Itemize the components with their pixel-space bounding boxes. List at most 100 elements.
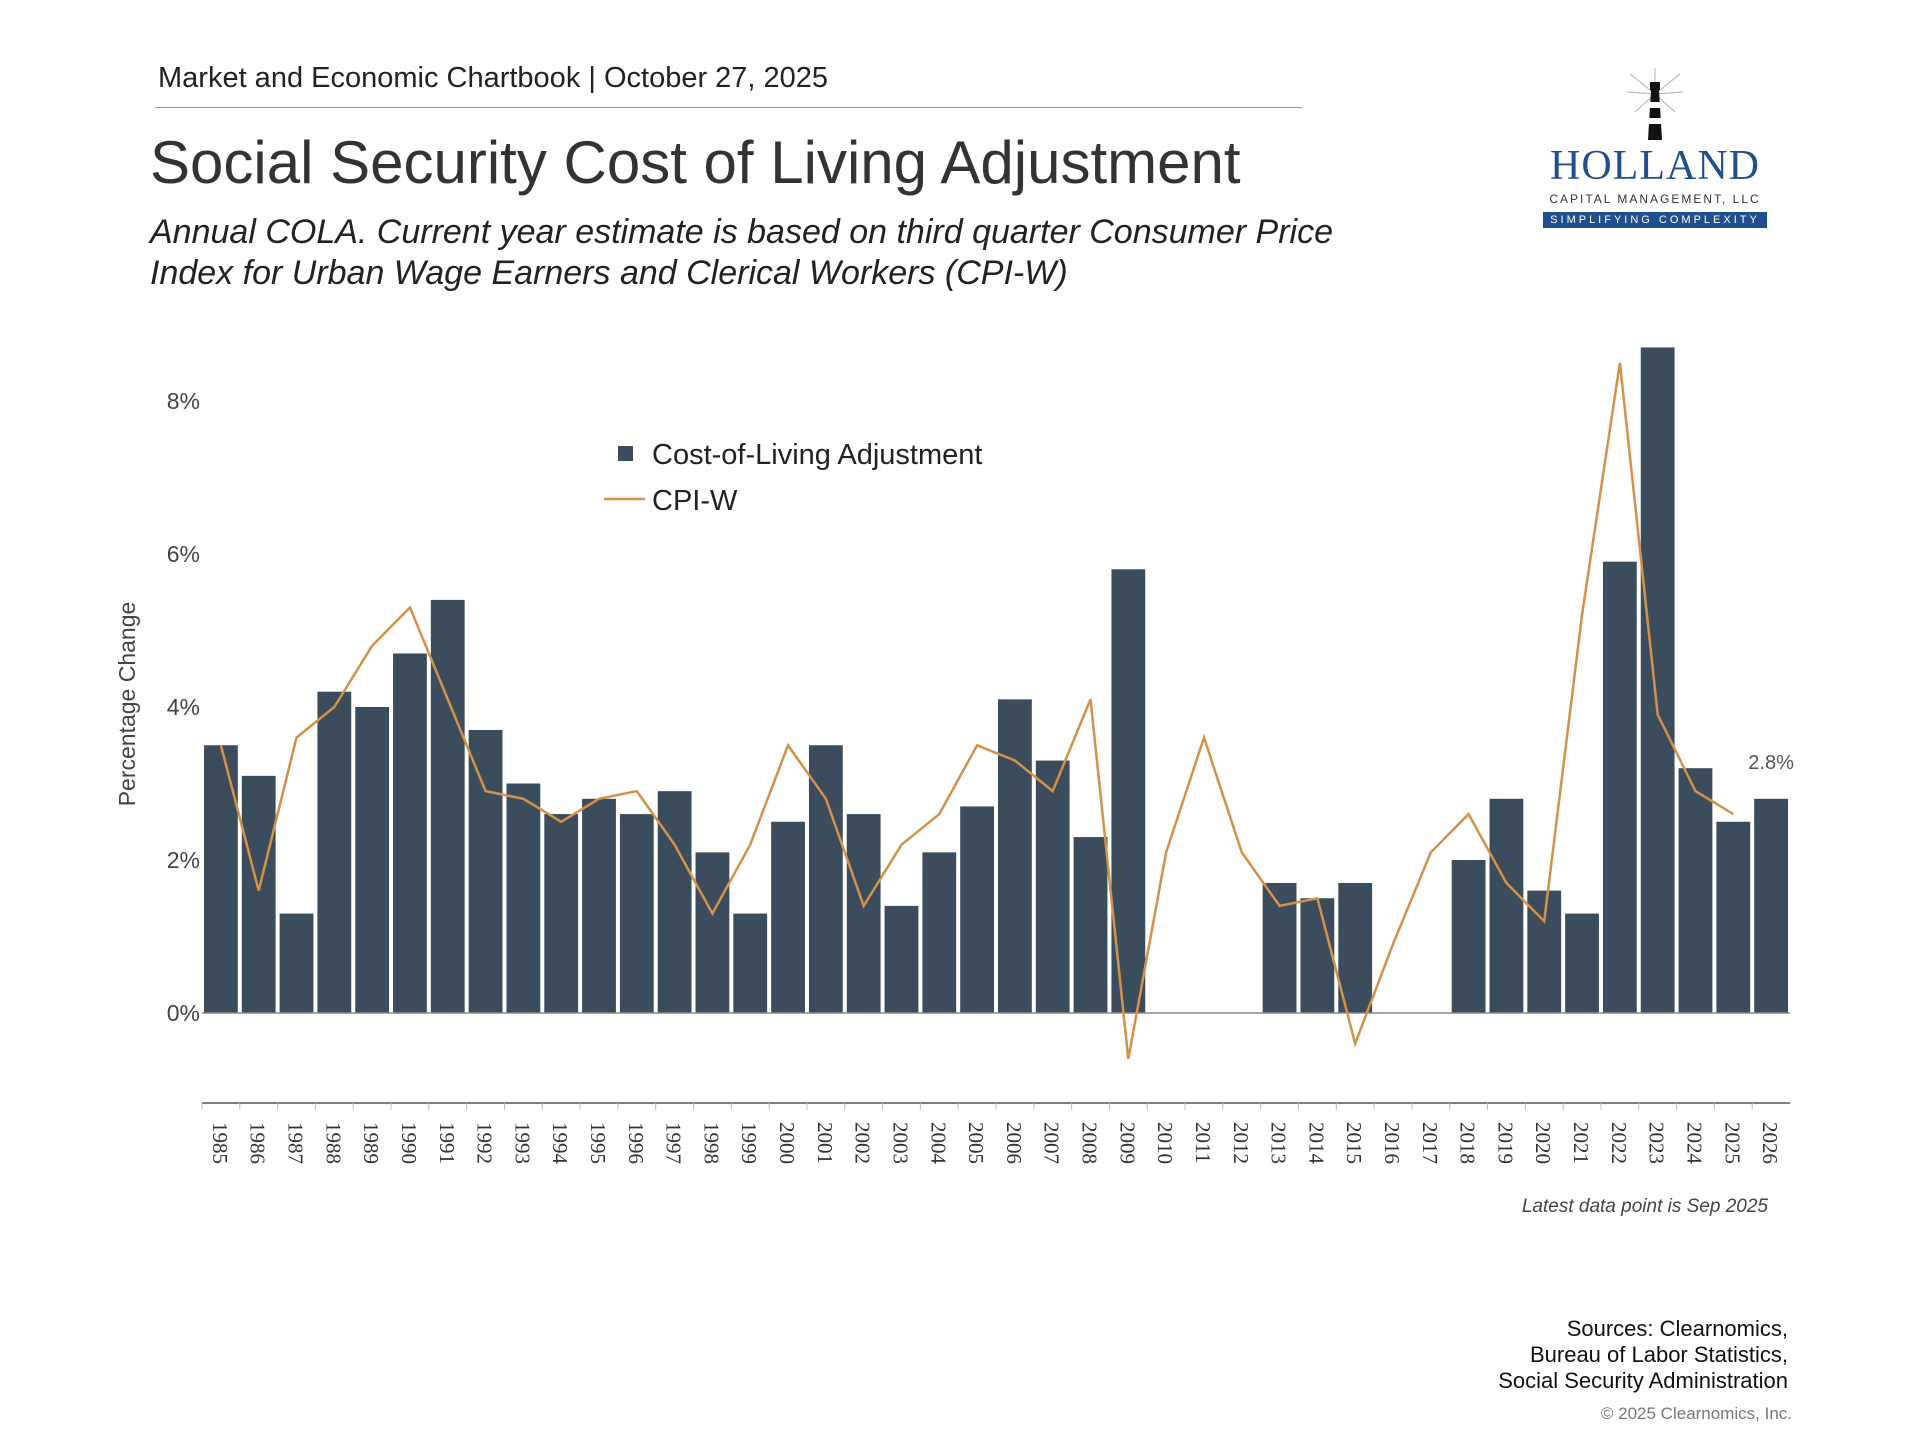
bar-1988 (317, 691, 352, 1013)
bar-2006 (998, 699, 1032, 1013)
bar-2001 (808, 745, 843, 1013)
x-tick-label: 2006 (1002, 1122, 1026, 1164)
sources: Sources: Clearnomics, Bureau of Labor St… (1498, 1316, 1788, 1394)
source-line: Social Security Administration (1498, 1368, 1788, 1393)
logo-name: HOLLAND (1550, 143, 1760, 189)
bar-2002 (846, 814, 881, 1013)
chartbook-header: Market and Economic Chartbook | October … (158, 62, 829, 94)
bar-1997 (657, 791, 692, 1013)
x-tick-label: 1992 (473, 1122, 497, 1164)
bar-1992 (468, 729, 503, 1013)
x-tick-label: 2000 (775, 1122, 799, 1164)
x-tick-label: 2025 (1720, 1122, 1744, 1164)
logo-tagline: SIMPLIFYING COMPLEXITY (1543, 212, 1767, 228)
bar-1998 (695, 852, 730, 1013)
holland-logo: HOLLAND CAPITAL MANAGEMENT, LLC SIMPLIFY… (1535, 64, 1775, 240)
x-tick-label: 2017 (1418, 1122, 1442, 1164)
x-tick-label: 1993 (510, 1122, 534, 1164)
bar-2014 (1300, 898, 1335, 1013)
x-tick-label: 1997 (662, 1122, 686, 1164)
x-tick-label: 2021 (1569, 1122, 1593, 1164)
x-tick-label: 2018 (1456, 1122, 1480, 1164)
bar-2021 (1565, 913, 1599, 1013)
x-tick-label: 1987 (284, 1122, 308, 1164)
bar-2023 (1640, 347, 1675, 1013)
x-tick-label: 1995 (586, 1122, 610, 1164)
bar-2003 (884, 905, 919, 1013)
bar-1985 (204, 745, 238, 1013)
bar-2007 (1035, 760, 1070, 1013)
y-axis-label: Percentage Change (114, 602, 140, 807)
source-line: Sources: Clearnomics, (1566, 1316, 1788, 1341)
logo-caption: CAPITAL MANAGEMENT, LLC (1549, 192, 1761, 206)
bar-1986 (241, 775, 276, 1013)
x-tick-label: 2026 (1758, 1122, 1782, 1164)
legend-swatch-cola (618, 446, 633, 461)
bar-1999 (733, 913, 768, 1013)
x-tick-label: 2002 (851, 1122, 875, 1164)
bar-1991 (430, 599, 465, 1013)
bar-2026 (1754, 798, 1788, 1013)
bar-2024 (1678, 768, 1713, 1013)
bar-1989 (355, 707, 390, 1013)
x-tick-label: 1988 (321, 1122, 345, 1164)
bar-2009 (1111, 569, 1146, 1013)
x-tick-label: 2004 (926, 1122, 950, 1165)
y-tick-label: 0% (167, 1000, 200, 1026)
x-tick-label: 2019 (1493, 1122, 1517, 1164)
bar-2005 (960, 806, 994, 1013)
x-tick-label: 2003 (888, 1122, 912, 1164)
bar-1990 (393, 653, 427, 1013)
legend-label-cola: Cost-of-Living Adjustment (652, 439, 982, 471)
bar-1987 (279, 913, 314, 1013)
bar-1995 (582, 798, 616, 1013)
x-tick-label: 2013 (1267, 1122, 1291, 1164)
x-tick-label: 1996 (624, 1122, 648, 1164)
legend-label-cpiw: CPI-W (652, 485, 738, 517)
bar-2000 (771, 821, 805, 1013)
y-tick-label: 4% (167, 694, 200, 720)
copyright: © 2025 Clearnomics, Inc. (1600, 1404, 1792, 1423)
bar-1994 (544, 814, 579, 1013)
x-tick-label: 2009 (1115, 1122, 1139, 1164)
lighthouse-icon (1626, 68, 1684, 140)
x-tick-label: 2024 (1682, 1122, 1706, 1165)
x-tick-label: 1990 (397, 1122, 421, 1164)
x-tick-label: 1994 (548, 1122, 572, 1165)
bar-2019 (1489, 798, 1524, 1013)
bar-2018 (1451, 860, 1486, 1013)
x-tick-label: 2008 (1078, 1122, 1102, 1164)
x-tick-label: 2016 (1380, 1122, 1404, 1164)
bar-2004 (922, 852, 957, 1013)
bar-2025 (1716, 821, 1751, 1013)
bar-2015 (1338, 882, 1373, 1013)
latest-data-note: Latest data point is Sep 2025 (1521, 1196, 1768, 1217)
x-tick-label: 1989 (359, 1122, 383, 1164)
x-tick-label: 2010 (1153, 1122, 1177, 1164)
bar-1993 (506, 783, 541, 1013)
y-tick-label: 2% (167, 847, 200, 873)
x-tick-label: 2011 (1191, 1122, 1215, 1163)
bar-2022 (1602, 561, 1637, 1013)
x-tick-label: 2020 (1531, 1122, 1555, 1164)
x-tick-label: 2015 (1342, 1122, 1366, 1164)
subtitle: Annual COLA. Current year estimate is ba… (150, 213, 1333, 292)
header-divider (155, 107, 1302, 108)
x-tick-label: 2022 (1607, 1122, 1631, 1164)
x-tick-label: 1991 (435, 1122, 459, 1164)
data-label: 2.8% (1748, 752, 1794, 774)
bar-2008 (1073, 837, 1108, 1013)
cpi-w-line (219, 362, 1734, 1060)
y-tick-label: 6% (167, 541, 200, 567)
legend: Cost-of-Living Adjustment CPI-W (604, 439, 982, 517)
x-tick-label: 1985 (208, 1122, 232, 1164)
x-tick-label: 2012 (1229, 1122, 1253, 1164)
x-tick-label: 1998 (699, 1122, 723, 1164)
x-tick-label: 2001 (813, 1122, 837, 1164)
x-tick-label: 2007 (1040, 1122, 1064, 1164)
x-tick-label: 2023 (1645, 1122, 1669, 1164)
bar-1996 (619, 814, 654, 1013)
x-tick-label: 1999 (737, 1122, 761, 1164)
x-tick-label: 2005 (964, 1122, 988, 1164)
